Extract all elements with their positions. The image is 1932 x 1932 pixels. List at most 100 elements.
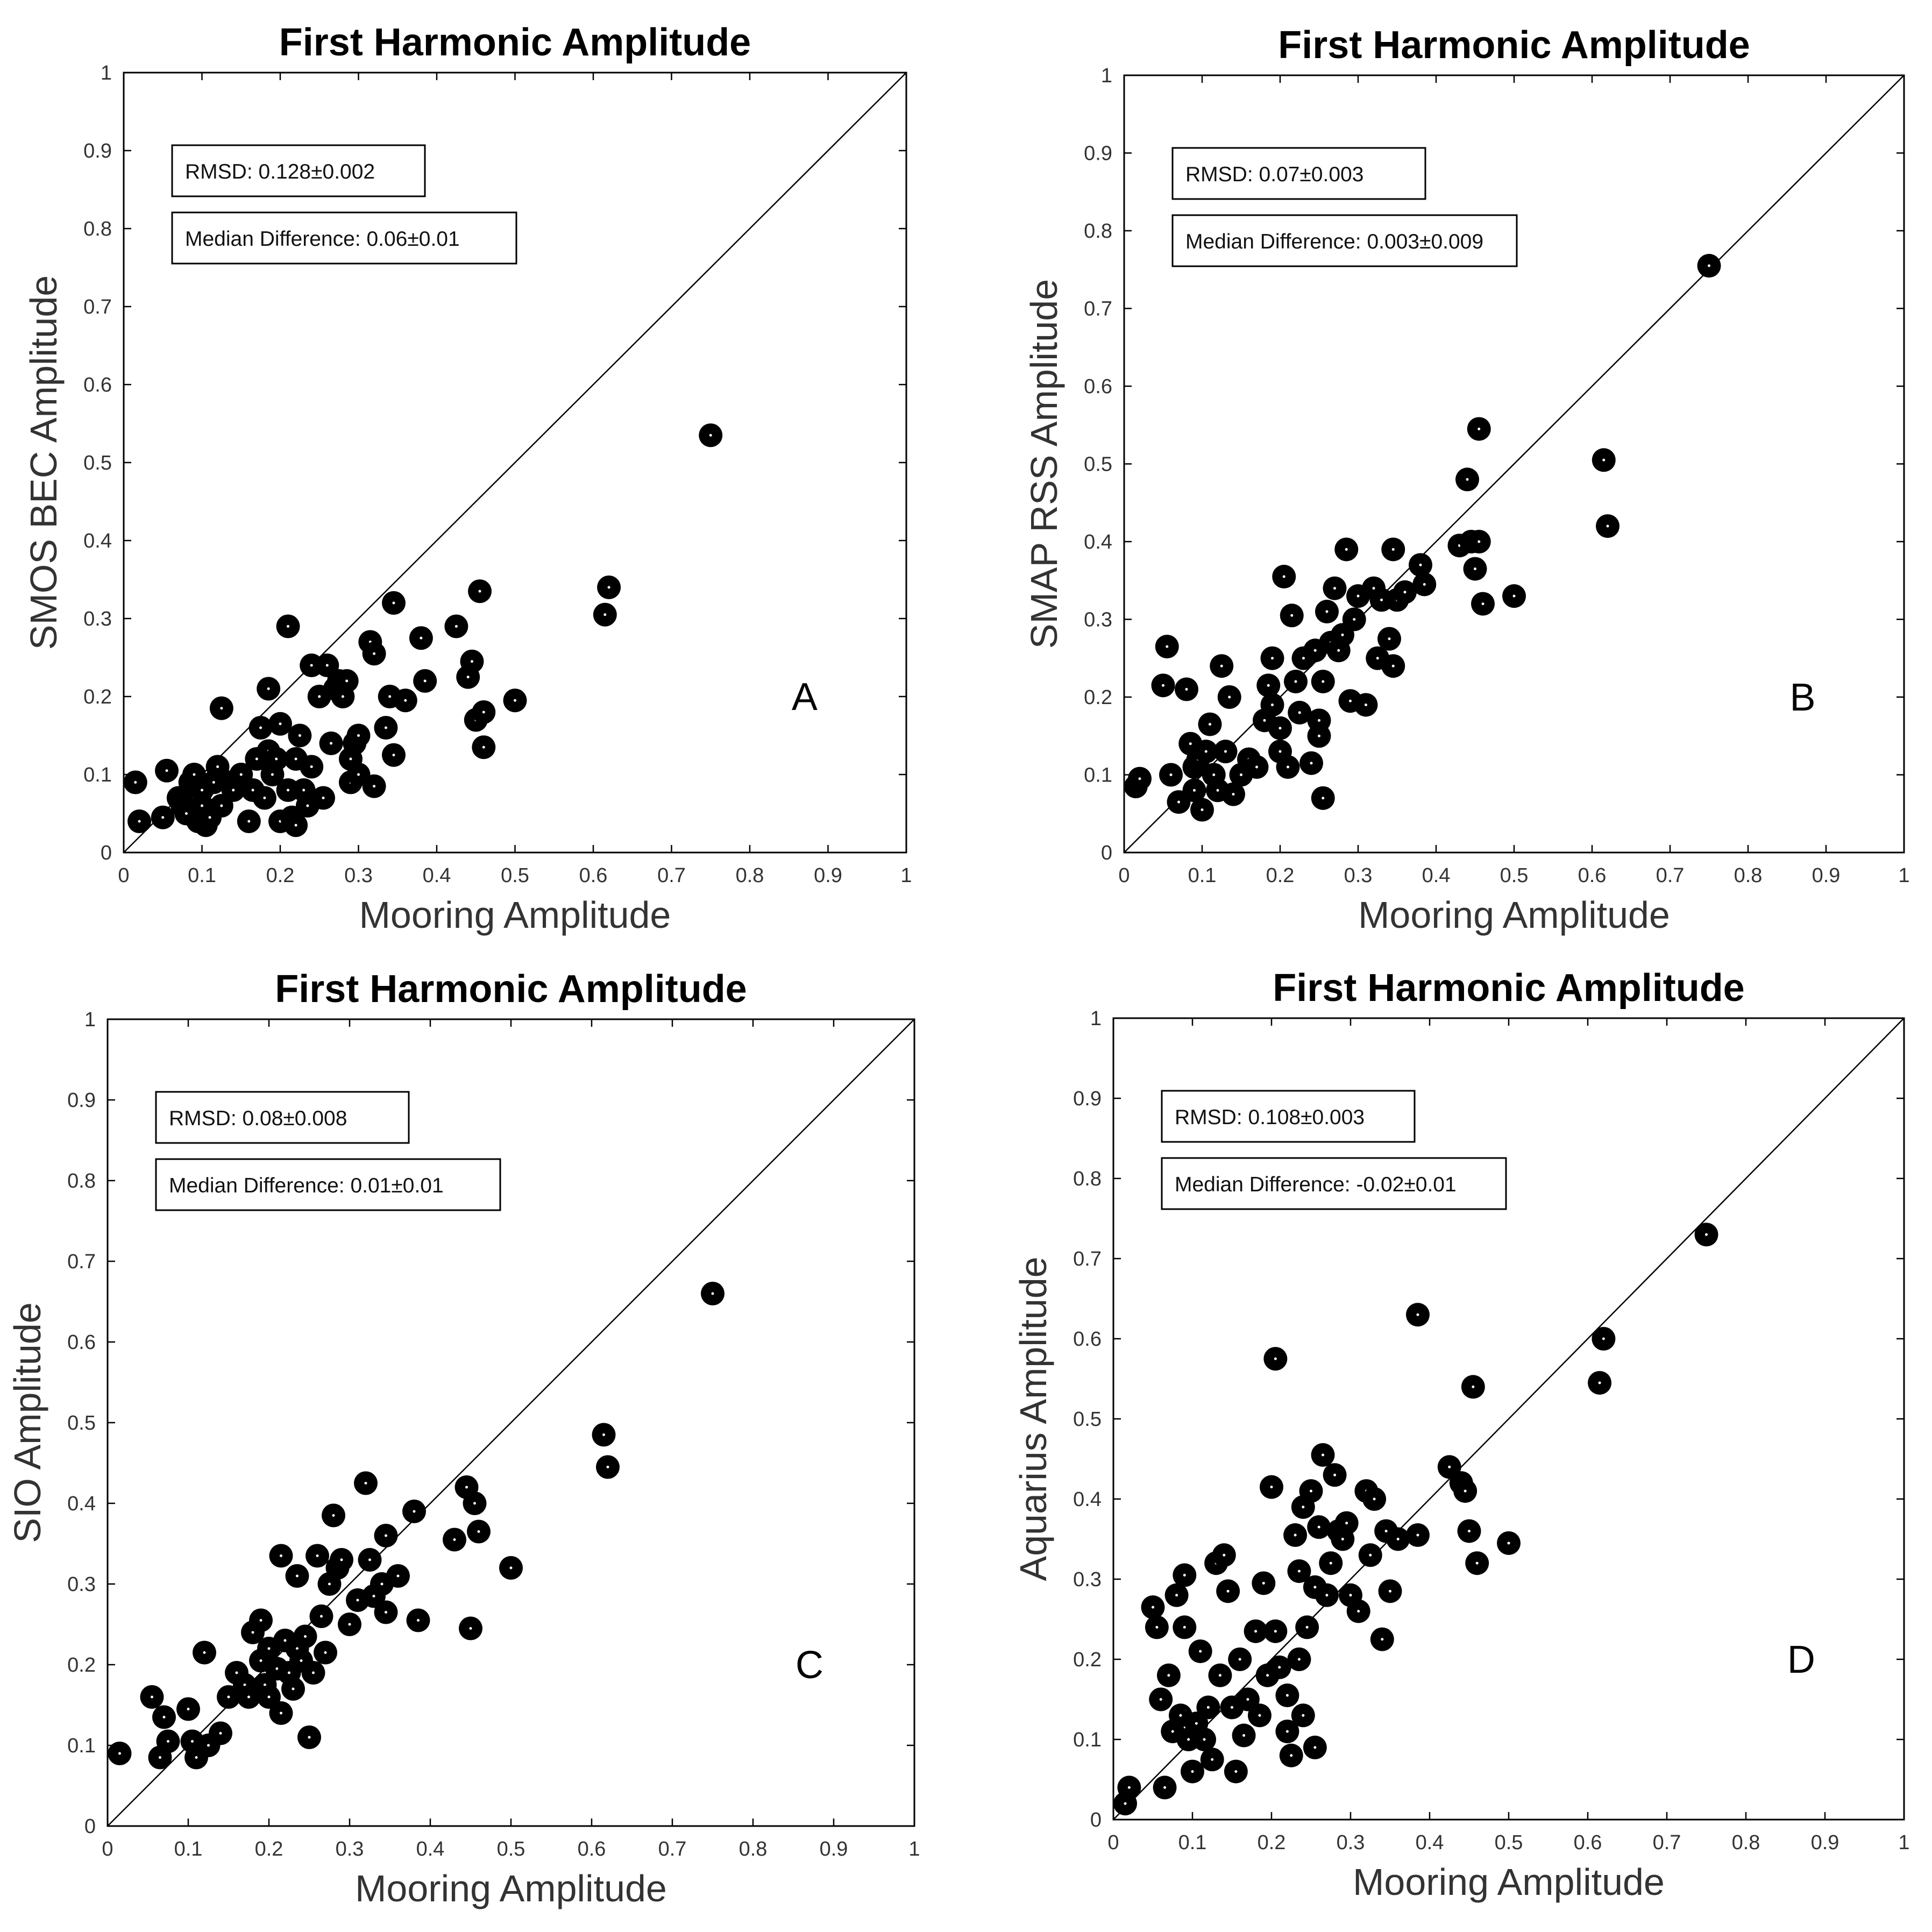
data-point-center bbox=[1203, 1738, 1206, 1741]
data-point-center bbox=[162, 1716, 166, 1718]
data-point-center bbox=[1274, 1630, 1277, 1633]
y-tick-label: 0.5 bbox=[67, 1412, 96, 1434]
data-point-center bbox=[1602, 458, 1606, 461]
data-point-center bbox=[263, 797, 266, 799]
data-point-center bbox=[1313, 1746, 1317, 1749]
data-point-center bbox=[1171, 1730, 1174, 1733]
data-point-center bbox=[1216, 789, 1219, 792]
y-tick-label: 0.2 bbox=[1073, 1649, 1102, 1671]
data-point-center bbox=[1177, 800, 1180, 804]
y-tick-label: 0.8 bbox=[1073, 1168, 1102, 1190]
data-point-center bbox=[304, 1635, 307, 1638]
data-point-center bbox=[1464, 1489, 1467, 1493]
data-point-center bbox=[1287, 765, 1289, 769]
data-point-center bbox=[1294, 680, 1297, 683]
y-tick-label: 0.5 bbox=[83, 452, 112, 474]
data-point-center bbox=[325, 664, 329, 667]
data-point-center bbox=[1297, 1658, 1301, 1661]
rmsd-text: RMSD: 0.08±0.008 bbox=[169, 1107, 347, 1130]
data-point-center bbox=[1152, 1606, 1154, 1609]
data-point-center bbox=[134, 781, 137, 784]
data-point-center bbox=[1318, 719, 1320, 722]
y-tick-label: 0.1 bbox=[1073, 1729, 1102, 1751]
data-point-center bbox=[477, 1530, 480, 1533]
data-point-center bbox=[1218, 1674, 1221, 1677]
data-point-center bbox=[287, 625, 290, 628]
data-point-center bbox=[1159, 1698, 1162, 1701]
y-tick-label: 0.4 bbox=[1073, 1488, 1102, 1511]
data-point-center bbox=[1220, 664, 1223, 667]
data-point-center bbox=[478, 589, 481, 593]
x-tick-label: 0.7 bbox=[658, 1838, 687, 1860]
data-point-center bbox=[1242, 1734, 1246, 1737]
data-point-center bbox=[404, 699, 407, 702]
data-point-center bbox=[385, 1534, 387, 1537]
data-point-center bbox=[275, 757, 278, 761]
median-difference-text: Median Difference: 0.003±0.009 bbox=[1185, 230, 1483, 253]
x-tick-label: 0.2 bbox=[266, 864, 295, 887]
rmsd-text: RMSD: 0.07±0.003 bbox=[1185, 163, 1363, 186]
data-point-center bbox=[294, 757, 297, 761]
data-point-center bbox=[227, 1695, 230, 1699]
x-tick-label: 0.3 bbox=[344, 864, 373, 887]
data-point-center bbox=[251, 1631, 254, 1634]
median-difference-text: Median Difference: 0.06±0.01 bbox=[185, 228, 460, 251]
data-point-center bbox=[1475, 1561, 1479, 1565]
data-point-center bbox=[280, 1711, 282, 1715]
x-tick-label: 0.8 bbox=[736, 864, 764, 887]
data-point-center bbox=[232, 789, 235, 792]
chart-panel-c: First Harmonic Amplitude 00 0.1 0.1 0.2 0.2 0.… bbox=[6, 968, 920, 1909]
data-point-center bbox=[1224, 750, 1227, 753]
data-point-center bbox=[264, 1684, 266, 1686]
data-point-center bbox=[302, 789, 306, 792]
median-difference-box bbox=[1161, 1157, 1507, 1210]
median-difference-text: Median Difference: -0.02±0.01 bbox=[1175, 1173, 1457, 1196]
x-tick-label: 0.6 bbox=[578, 1838, 606, 1860]
y-axis-label: SMAP RSS Amplitude bbox=[1023, 279, 1065, 649]
y-tick-label: 0.7 bbox=[83, 296, 112, 318]
data-point-center bbox=[322, 797, 325, 799]
data-point-center bbox=[607, 586, 610, 589]
data-point-center bbox=[385, 1611, 387, 1614]
data-point-center bbox=[470, 660, 473, 663]
data-point-center bbox=[1448, 1465, 1451, 1468]
data-point-center bbox=[247, 1695, 250, 1699]
data-point-center bbox=[201, 789, 203, 792]
x-tick-label: 0.5 bbox=[1500, 864, 1529, 887]
y-tick-label: 0.9 bbox=[1084, 143, 1112, 165]
y-tick-label: 0.2 bbox=[83, 686, 112, 708]
data-point-center bbox=[292, 1687, 295, 1690]
data-point-center bbox=[454, 625, 458, 628]
data-point-center bbox=[1380, 598, 1383, 601]
y-tick-label: 0.6 bbox=[1073, 1328, 1102, 1351]
panel-letter: C bbox=[795, 1644, 823, 1687]
x-tick-label: 0.1 bbox=[188, 864, 216, 887]
data-point-center bbox=[1333, 587, 1336, 590]
data-point-center bbox=[243, 1684, 246, 1686]
data-point-center bbox=[1228, 695, 1231, 699]
data-point-center bbox=[364, 1482, 367, 1484]
data-point-center bbox=[259, 1619, 262, 1622]
rmsd-box bbox=[1171, 147, 1426, 200]
data-point-center bbox=[267, 1647, 271, 1650]
data-point-center bbox=[1282, 575, 1285, 578]
data-point-center bbox=[1345, 548, 1348, 551]
y-tick-label: 0.3 bbox=[1073, 1568, 1102, 1591]
data-point-center bbox=[296, 1574, 299, 1578]
data-point-center bbox=[1381, 1638, 1384, 1641]
y-tick-label: 0.9 bbox=[83, 140, 112, 162]
chart-panel-b: First Harmonic Amplitude 00 0.1 0.1 0.2 0.2 0.… bbox=[1023, 24, 1910, 936]
x-tick-label: 0.5 bbox=[497, 1838, 525, 1860]
data-point-center bbox=[1317, 1525, 1320, 1529]
data-point-center bbox=[1602, 1337, 1605, 1340]
x-tick-label: 0.3 bbox=[1337, 1831, 1365, 1854]
data-point-center bbox=[235, 1671, 238, 1674]
data-point-center bbox=[1290, 614, 1294, 617]
median-difference-box bbox=[155, 1158, 501, 1211]
data-point-center bbox=[1416, 1313, 1419, 1316]
data-point-center bbox=[709, 434, 712, 437]
data-point-center bbox=[1337, 649, 1340, 652]
data-point-center bbox=[1246, 1698, 1249, 1701]
x-tick-label: 0.9 bbox=[1812, 864, 1841, 887]
data-point-center bbox=[1349, 1594, 1352, 1597]
